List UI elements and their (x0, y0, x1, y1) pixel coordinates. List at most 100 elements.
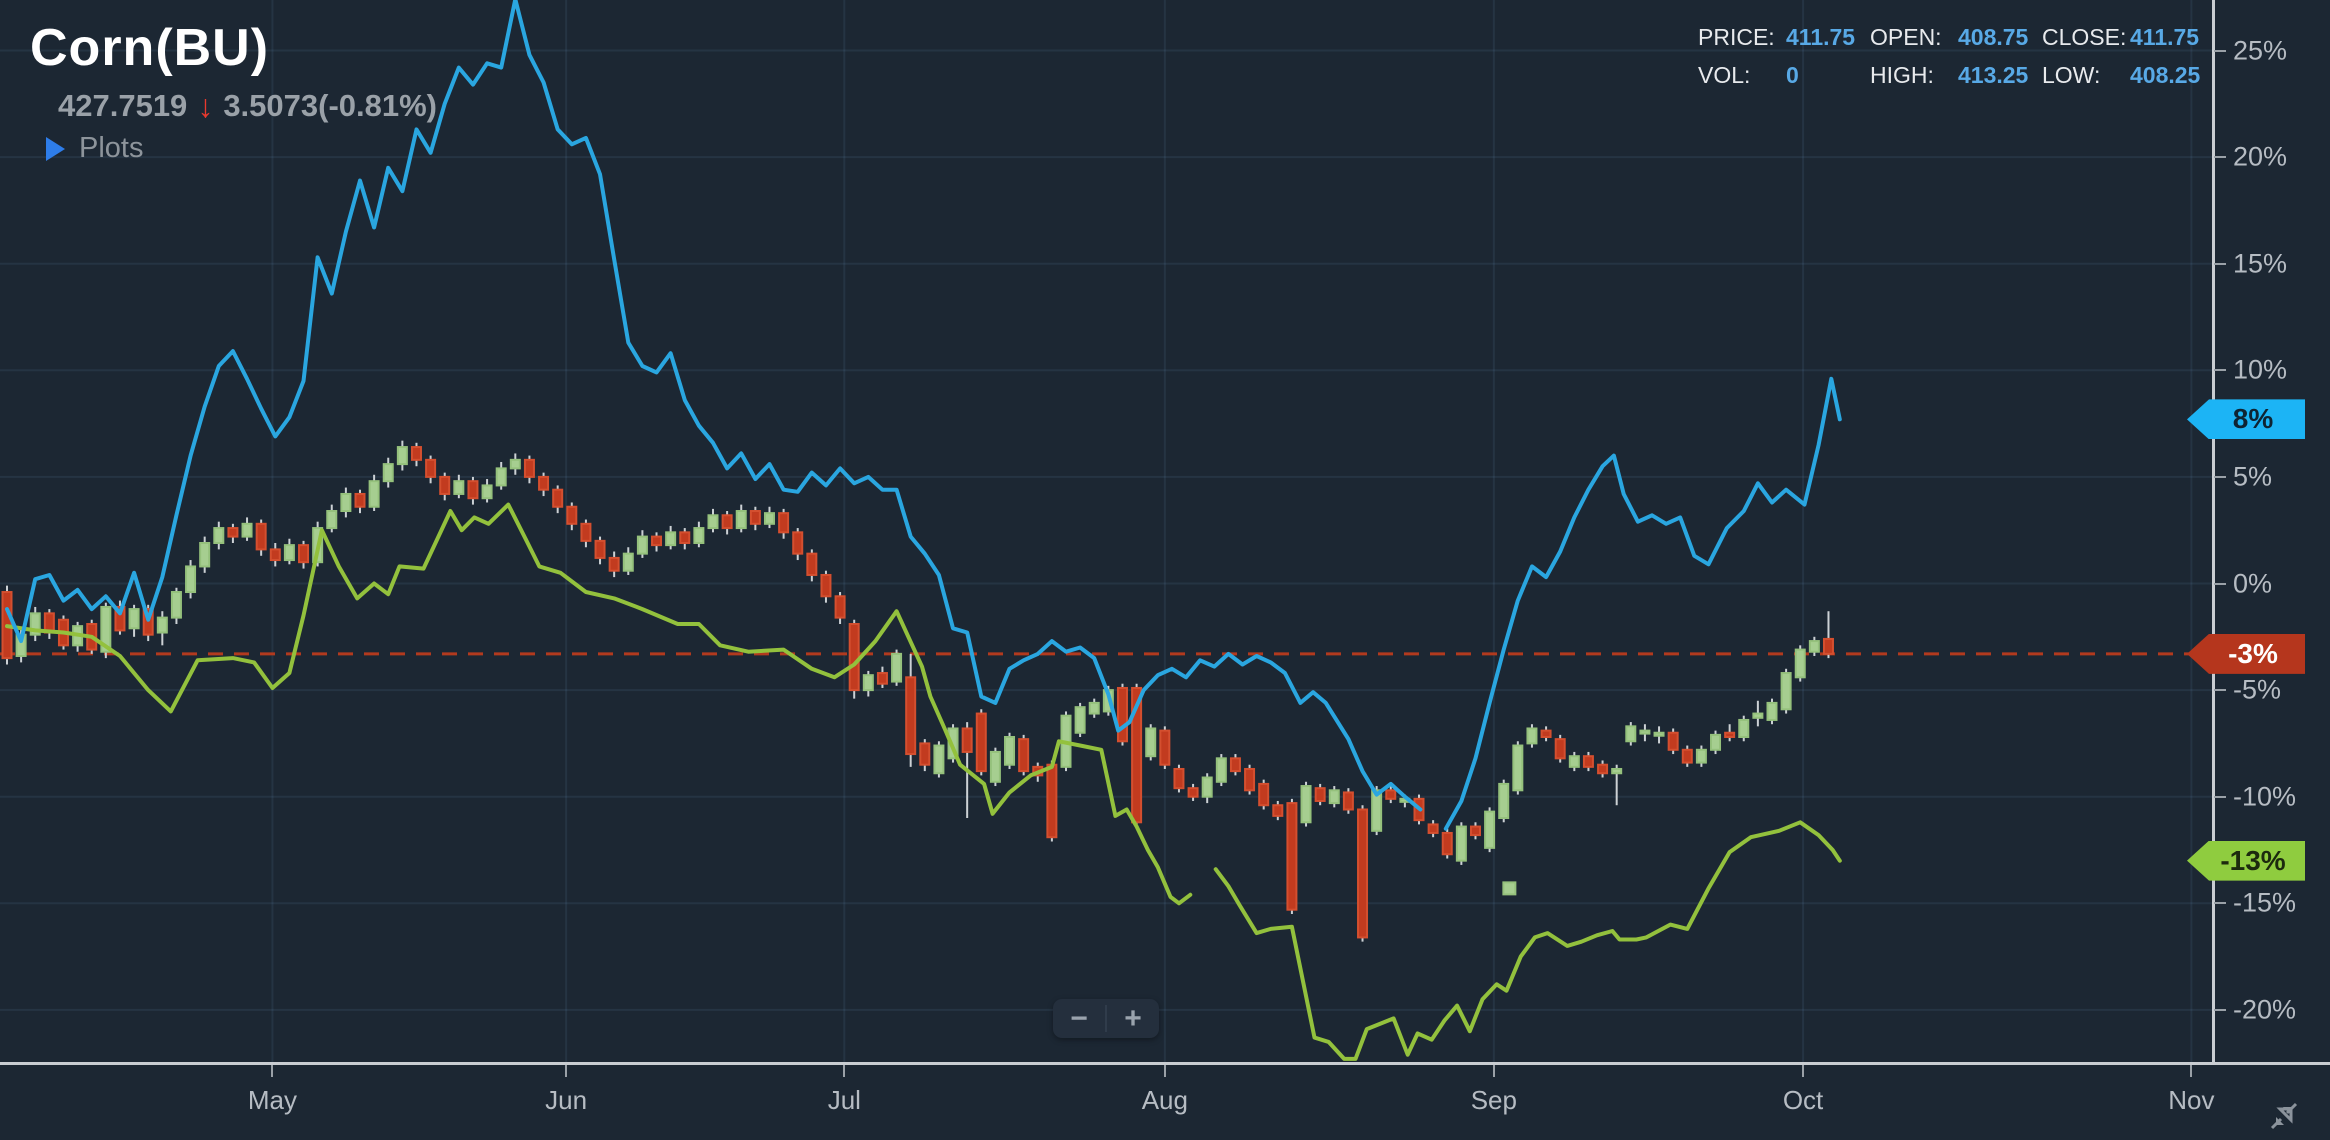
price-label: PRICE: (1698, 24, 1775, 50)
candle-up (1695, 748, 1707, 764)
zoom-controls: − + (1053, 999, 1159, 1038)
candle-down (876, 672, 888, 685)
candle-down (552, 488, 564, 508)
candle-down (1314, 787, 1326, 802)
candle-down (1582, 755, 1594, 768)
zoom-out-button[interactable]: − (1070, 1001, 1088, 1035)
candle-down (919, 742, 931, 766)
last-value-badge-candles: -3% (2187, 633, 2305, 674)
low-label: LOW: (2042, 62, 2101, 88)
low-value: 408.25 (2130, 62, 2201, 88)
candle-down (848, 623, 860, 692)
candle-up (1201, 776, 1213, 798)
candle-up (100, 605, 112, 653)
candle-down (227, 527, 239, 538)
price-axis-label: -15% (2233, 887, 2297, 918)
candle-down (523, 458, 535, 478)
candle-down (1554, 738, 1566, 760)
symbol-title: Corn(BU) (30, 19, 270, 77)
month-label-sep: Sep (1470, 1085, 1517, 1115)
close-value: 411.75 (2130, 24, 2200, 50)
candle-up (1498, 782, 1510, 820)
chart-canvas[interactable] (0, 0, 2212, 1062)
candle-up (763, 512, 775, 525)
blue-line-series (5, 0, 1842, 831)
candle-up (1300, 785, 1312, 824)
time-axis-tick (1802, 1065, 1805, 1077)
candle-down (255, 522, 267, 551)
candle-down (269, 548, 281, 562)
candle-up (707, 514, 719, 530)
price-axis-tick (2214, 475, 2226, 478)
candle-down (1244, 767, 1256, 792)
price-axis-tick (2214, 262, 2226, 265)
month-label-oct: Oct (1782, 1085, 1824, 1115)
candle-down (1258, 782, 1270, 807)
candle-down (806, 552, 818, 576)
price-axis[interactable]: 25% 20% 15% 10% 5% 0% -5% -10% -15% -20% 8% -3% -13% (2187, 0, 2330, 1062)
price-axis-tick (2214, 49, 2226, 52)
chart-header: Corn(BU) 427.7519 ↓ 3.5073(-0.81%) Plots (30, 18, 437, 165)
price-axis-tick (2214, 369, 2226, 372)
candle-up (1568, 755, 1580, 768)
price-axis-tick (2214, 1008, 2226, 1011)
time-axis-tick (843, 1065, 846, 1077)
month-label-aug: Aug (1141, 1085, 1188, 1115)
change-down-arrow-icon: ↓ (197, 88, 214, 124)
candle-up (241, 522, 253, 538)
candle-down (1540, 729, 1552, 739)
candle-down (608, 556, 620, 572)
candle-down (114, 605, 126, 632)
candle-up (693, 527, 705, 544)
candle-up (185, 565, 197, 594)
collapse-icon[interactable] (2266, 1096, 2302, 1132)
candle-up (636, 535, 648, 555)
candle-up (1611, 767, 1623, 775)
price-axis-label: 5% (2233, 461, 2273, 492)
candle-down (467, 480, 479, 500)
price-axis-label: 10% (2233, 354, 2288, 385)
candle-up (453, 480, 465, 495)
candle-up (1780, 672, 1792, 711)
zoom-divider (1105, 1005, 1107, 1032)
quote-change: 3.5073(-0.81%) (223, 88, 437, 123)
candle-up (396, 446, 408, 466)
candle-up (382, 463, 394, 483)
candle-up (156, 616, 168, 634)
candle-up (1145, 727, 1157, 758)
candle-down (749, 510, 761, 525)
candle-down (439, 475, 451, 495)
candle-down (1597, 763, 1609, 775)
time-axis-tick (1163, 1065, 1166, 1077)
candle-up (1526, 727, 1538, 745)
price-axis-label: -20% (2233, 994, 2297, 1025)
time-axis[interactable]: May Jun Jul Aug Sep Oct Nov (0, 1062, 2330, 1140)
candle-down (961, 727, 973, 753)
candle-down (425, 458, 437, 478)
vol-label: VOL: (1698, 62, 1751, 88)
candle-up (891, 652, 903, 683)
candle-down (778, 512, 790, 534)
candle-down (1229, 757, 1241, 773)
close-label: CLOSE: (2042, 24, 2127, 50)
price-axis-tick (2214, 689, 2226, 692)
price-axis-label: 0% (2233, 568, 2273, 598)
candle-up (1766, 701, 1778, 721)
price-axis-tick (2214, 156, 2226, 159)
candle-down (820, 573, 832, 598)
candle-up (199, 541, 211, 568)
candle-down (1131, 686, 1143, 824)
plots-toggle[interactable]: Plots (46, 132, 437, 165)
candle-down (1018, 738, 1030, 773)
candle-down (1441, 831, 1453, 856)
candle-down (1116, 686, 1128, 743)
candle-up (989, 750, 1001, 783)
month-label-jun: Jun (545, 1085, 588, 1115)
candle-up (29, 612, 41, 636)
high-label: HIGH: (1870, 62, 1934, 88)
time-axis-tick (271, 1065, 274, 1077)
month-label-may: May (247, 1085, 298, 1115)
candle-down (410, 446, 422, 461)
candle-up (213, 527, 225, 544)
zoom-in-button[interactable]: + (1124, 1001, 1142, 1035)
